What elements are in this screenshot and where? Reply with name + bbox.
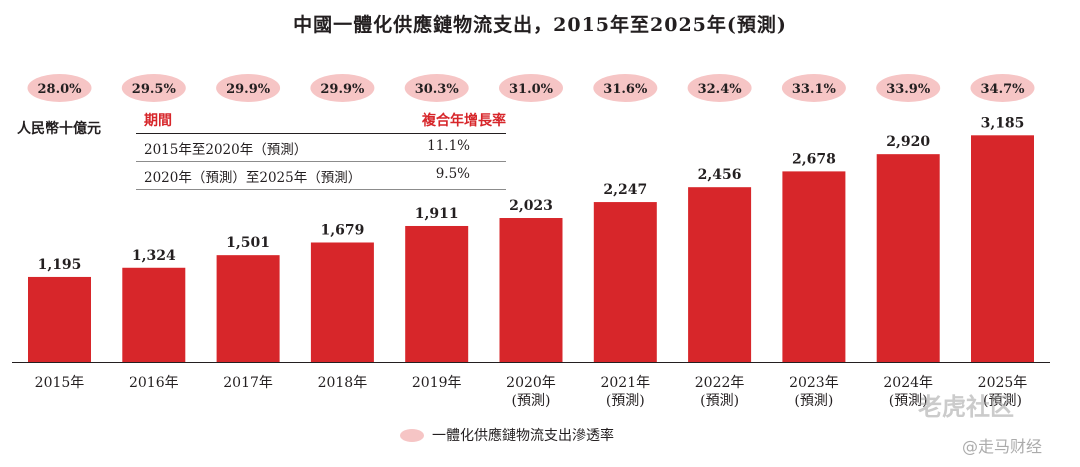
cagr-row-rate: 9.5% <box>435 166 470 182</box>
cagr-row-period: 2020年（預測）至2025年（預測） <box>144 170 362 186</box>
category-label: (預測) <box>700 393 739 409</box>
legend-label: 一體化供應鏈物流支出滲透率 <box>432 428 614 444</box>
cagr-row: 2020年（預測）至2025年（預測） 9.5% <box>136 162 506 190</box>
penetration-pill <box>404 74 469 102</box>
cagr-header-period: 期間 <box>144 113 172 129</box>
penetration-pill <box>216 74 281 102</box>
penetration-label: 33.1% <box>792 82 837 97</box>
watermark-text: @走马财经 <box>962 437 1043 456</box>
bar <box>405 225 469 362</box>
value-label: 1,911 <box>415 206 459 222</box>
bar <box>28 276 91 362</box>
value-label: 2,456 <box>698 167 742 183</box>
value-label: 1,324 <box>132 248 176 264</box>
penetration-pill <box>781 74 846 102</box>
value-label: 3,185 <box>981 115 1025 131</box>
cagr-header-rate: 複合年增長率 <box>422 113 506 129</box>
bar <box>310 242 374 362</box>
penetration-label: 34.7% <box>980 82 1025 97</box>
category-label: 2021年 <box>600 375 650 391</box>
category-label: 2020年 <box>506 375 556 391</box>
legend-swatch <box>400 428 424 442</box>
category-label: 2018年 <box>318 375 368 391</box>
cagr-row: 2015年至2020年（預測） 11.1% <box>136 134 506 162</box>
penetration-label: 33.9% <box>886 82 931 97</box>
category-label: 2025年 <box>978 375 1028 391</box>
penetration-pill <box>593 74 658 102</box>
category-label: 2015年 <box>35 375 85 391</box>
penetration-label: 29.9% <box>320 82 365 97</box>
bar <box>688 187 752 362</box>
chart-title: 中國一體化供應鏈物流支出，2015年至2025年(預測) <box>293 14 787 36</box>
penetration-label: 30.3% <box>415 82 460 97</box>
category-label: (預測) <box>983 393 1022 409</box>
category-label: 2019年 <box>412 375 462 391</box>
penetration-label: 32.4% <box>698 82 743 97</box>
penetration-label: 31.6% <box>603 82 648 97</box>
category-label: 2024年 <box>883 375 933 391</box>
penetration-label: 28.0% <box>37 82 82 97</box>
cagr-row-rate: 11.1% <box>427 138 470 154</box>
category-label: 2023年 <box>789 375 839 391</box>
penetration-pill <box>310 74 375 102</box>
watermark-logo: 老虎社区 <box>918 393 1014 421</box>
penetration-pill <box>121 74 186 102</box>
category-label: (預測) <box>794 393 833 409</box>
bar <box>122 267 186 362</box>
penetration-label: 29.5% <box>132 82 177 97</box>
value-label: 1,679 <box>320 222 364 238</box>
category-label: (預測) <box>512 393 551 409</box>
category-label: 2022年 <box>695 375 745 391</box>
value-label: 2,678 <box>792 151 836 167</box>
value-label: 2,247 <box>603 182 647 198</box>
cagr-table: 期間 複合年增長率 2015年至2020年（預測） 11.1% 2020年（預測… <box>136 110 506 190</box>
penetration-label: 31.0% <box>509 82 554 97</box>
legend: 一體化供應鏈物流支出滲透率 <box>400 425 614 445</box>
bar <box>593 202 657 362</box>
value-label: 1,195 <box>38 257 82 273</box>
bar <box>499 218 563 362</box>
category-label: (預測) <box>606 393 645 409</box>
penetration-pill <box>970 74 1035 102</box>
unit-label: 人民幣十億元 <box>17 121 101 137</box>
penetration-pill <box>499 74 563 102</box>
penetration-pill <box>27 74 92 102</box>
penetration-label: 29.9% <box>226 82 271 97</box>
value-label: 2,920 <box>886 134 930 150</box>
bar <box>971 135 1034 362</box>
cagr-row-period: 2015年至2020年（預測） <box>144 142 308 158</box>
cagr-header-row: 期間 複合年增長率 <box>136 110 506 134</box>
bar <box>782 171 846 362</box>
bar <box>216 255 280 362</box>
bar <box>876 154 940 362</box>
category-label: 2017年 <box>223 375 273 391</box>
value-label: 2,023 <box>509 198 553 214</box>
value-label: 1,501 <box>226 235 270 251</box>
penetration-pill <box>876 74 941 102</box>
penetration-pill <box>687 74 752 102</box>
category-label: (預測) <box>889 393 928 409</box>
category-label: 2016年 <box>129 375 179 391</box>
